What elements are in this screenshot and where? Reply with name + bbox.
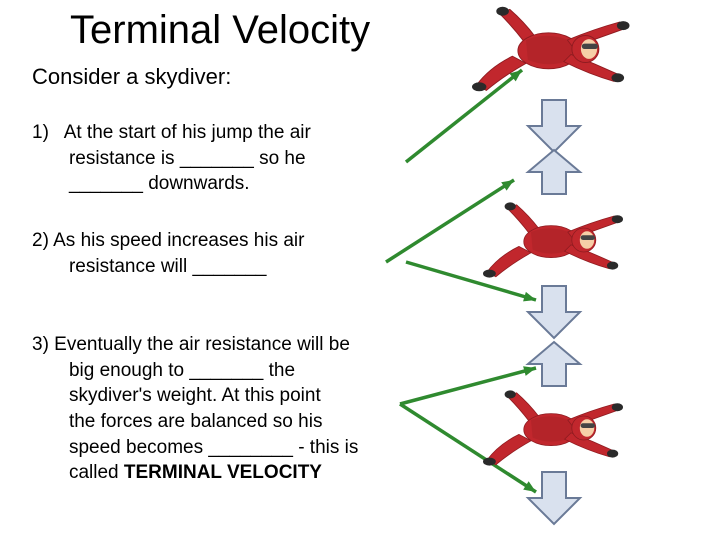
q3-blank2: ________ [208, 437, 293, 458]
pointer-head-2 [501, 180, 514, 191]
page-title: Terminal Velocity [70, 8, 370, 53]
q3-l2a: big enough to [69, 360, 189, 381]
q2-l1: As his speed increases his air [49, 230, 305, 251]
q3-num: 3) [32, 334, 49, 355]
question-3: 3) Eventually the air resistance will be… [32, 332, 412, 486]
weight-arrow-3 [524, 470, 584, 531]
skydiver-2 [470, 200, 640, 285]
q3-l2b: the [263, 360, 295, 381]
weight-arrow-2 [524, 284, 584, 345]
q1-l1: At the start of his jump the air [64, 122, 311, 143]
skydiver-icon [470, 200, 640, 280]
skydiver-3 [470, 388, 640, 473]
skydiver-icon [458, 4, 648, 94]
q3-l6a: called [69, 462, 124, 483]
skydiver-1 [458, 4, 648, 99]
q2-num: 2) [32, 230, 49, 251]
q3-bold: TERMINAL VELOCITY [124, 462, 322, 483]
q3-l4: the forces are balanced so his [69, 411, 323, 432]
arrow-down-icon [524, 98, 584, 154]
arrow-down-icon [524, 284, 584, 340]
q1-l2a: resistance is [69, 148, 180, 169]
q2-l2: resistance will [69, 256, 193, 277]
subtitle: Consider a skydiver: [32, 64, 231, 90]
arrow-up-icon [524, 340, 584, 388]
q2-blank1: _______ [193, 256, 267, 277]
q1-l3: downwards. [143, 173, 250, 194]
q3-l3: skydiver's weight. At this point [69, 385, 321, 406]
airres-arrow-2 [524, 340, 584, 393]
skydiver-icon [470, 388, 640, 468]
question-2: 2) As his speed increases his air resist… [32, 228, 412, 279]
q3-l5b: - this is [293, 437, 358, 458]
q1-l2b: so he [254, 148, 306, 169]
q1-blank2: _______ [69, 173, 143, 194]
arrow-down-icon [524, 470, 584, 526]
q1-num: 1) [32, 122, 49, 143]
q1-blank1: _______ [180, 148, 254, 169]
question-1: 1) At the start of his jump the air resi… [32, 120, 412, 197]
q3-blank1: _______ [189, 360, 263, 381]
q3-l1: Eventually the air resistance will be [49, 334, 350, 355]
q3-l5a: speed becomes [69, 437, 208, 458]
arrow-up-icon [524, 148, 584, 196]
airres-arrow-1 [524, 148, 584, 201]
